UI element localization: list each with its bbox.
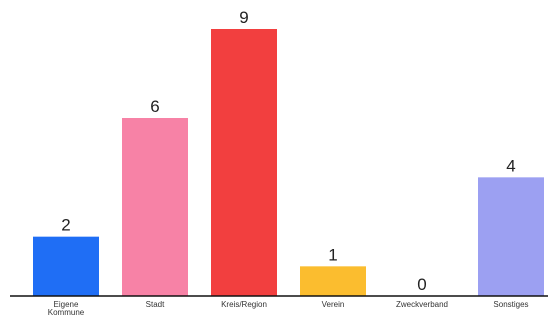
value-label-0: 2: [61, 216, 70, 235]
value-label-1: 6: [150, 97, 159, 116]
category-label-3: Verein: [322, 300, 345, 309]
bar-0: [33, 236, 99, 296]
labels-layer: 2 Eigene Kommune 6 Stadt 9 Kreis/Region 1 Verein…: [48, 8, 529, 317]
category-label-5: Sonstiges: [493, 300, 528, 309]
category-label-1: Stadt: [146, 300, 165, 309]
value-label-2: 9: [239, 8, 248, 27]
bar-5: [478, 177, 544, 296]
category-label-0: Eigene Kommune: [48, 300, 85, 317]
bars-layer: [33, 29, 544, 296]
value-label-4: 0: [417, 275, 426, 294]
bar-3: [300, 266, 366, 296]
category-label-4: Zweckverband: [396, 300, 448, 309]
value-label-5: 4: [506, 156, 515, 175]
bar-2: [211, 29, 277, 296]
bar-1: [122, 118, 188, 296]
category-label-2: Kreis/Region: [221, 300, 267, 309]
value-label-3: 1: [328, 245, 337, 264]
